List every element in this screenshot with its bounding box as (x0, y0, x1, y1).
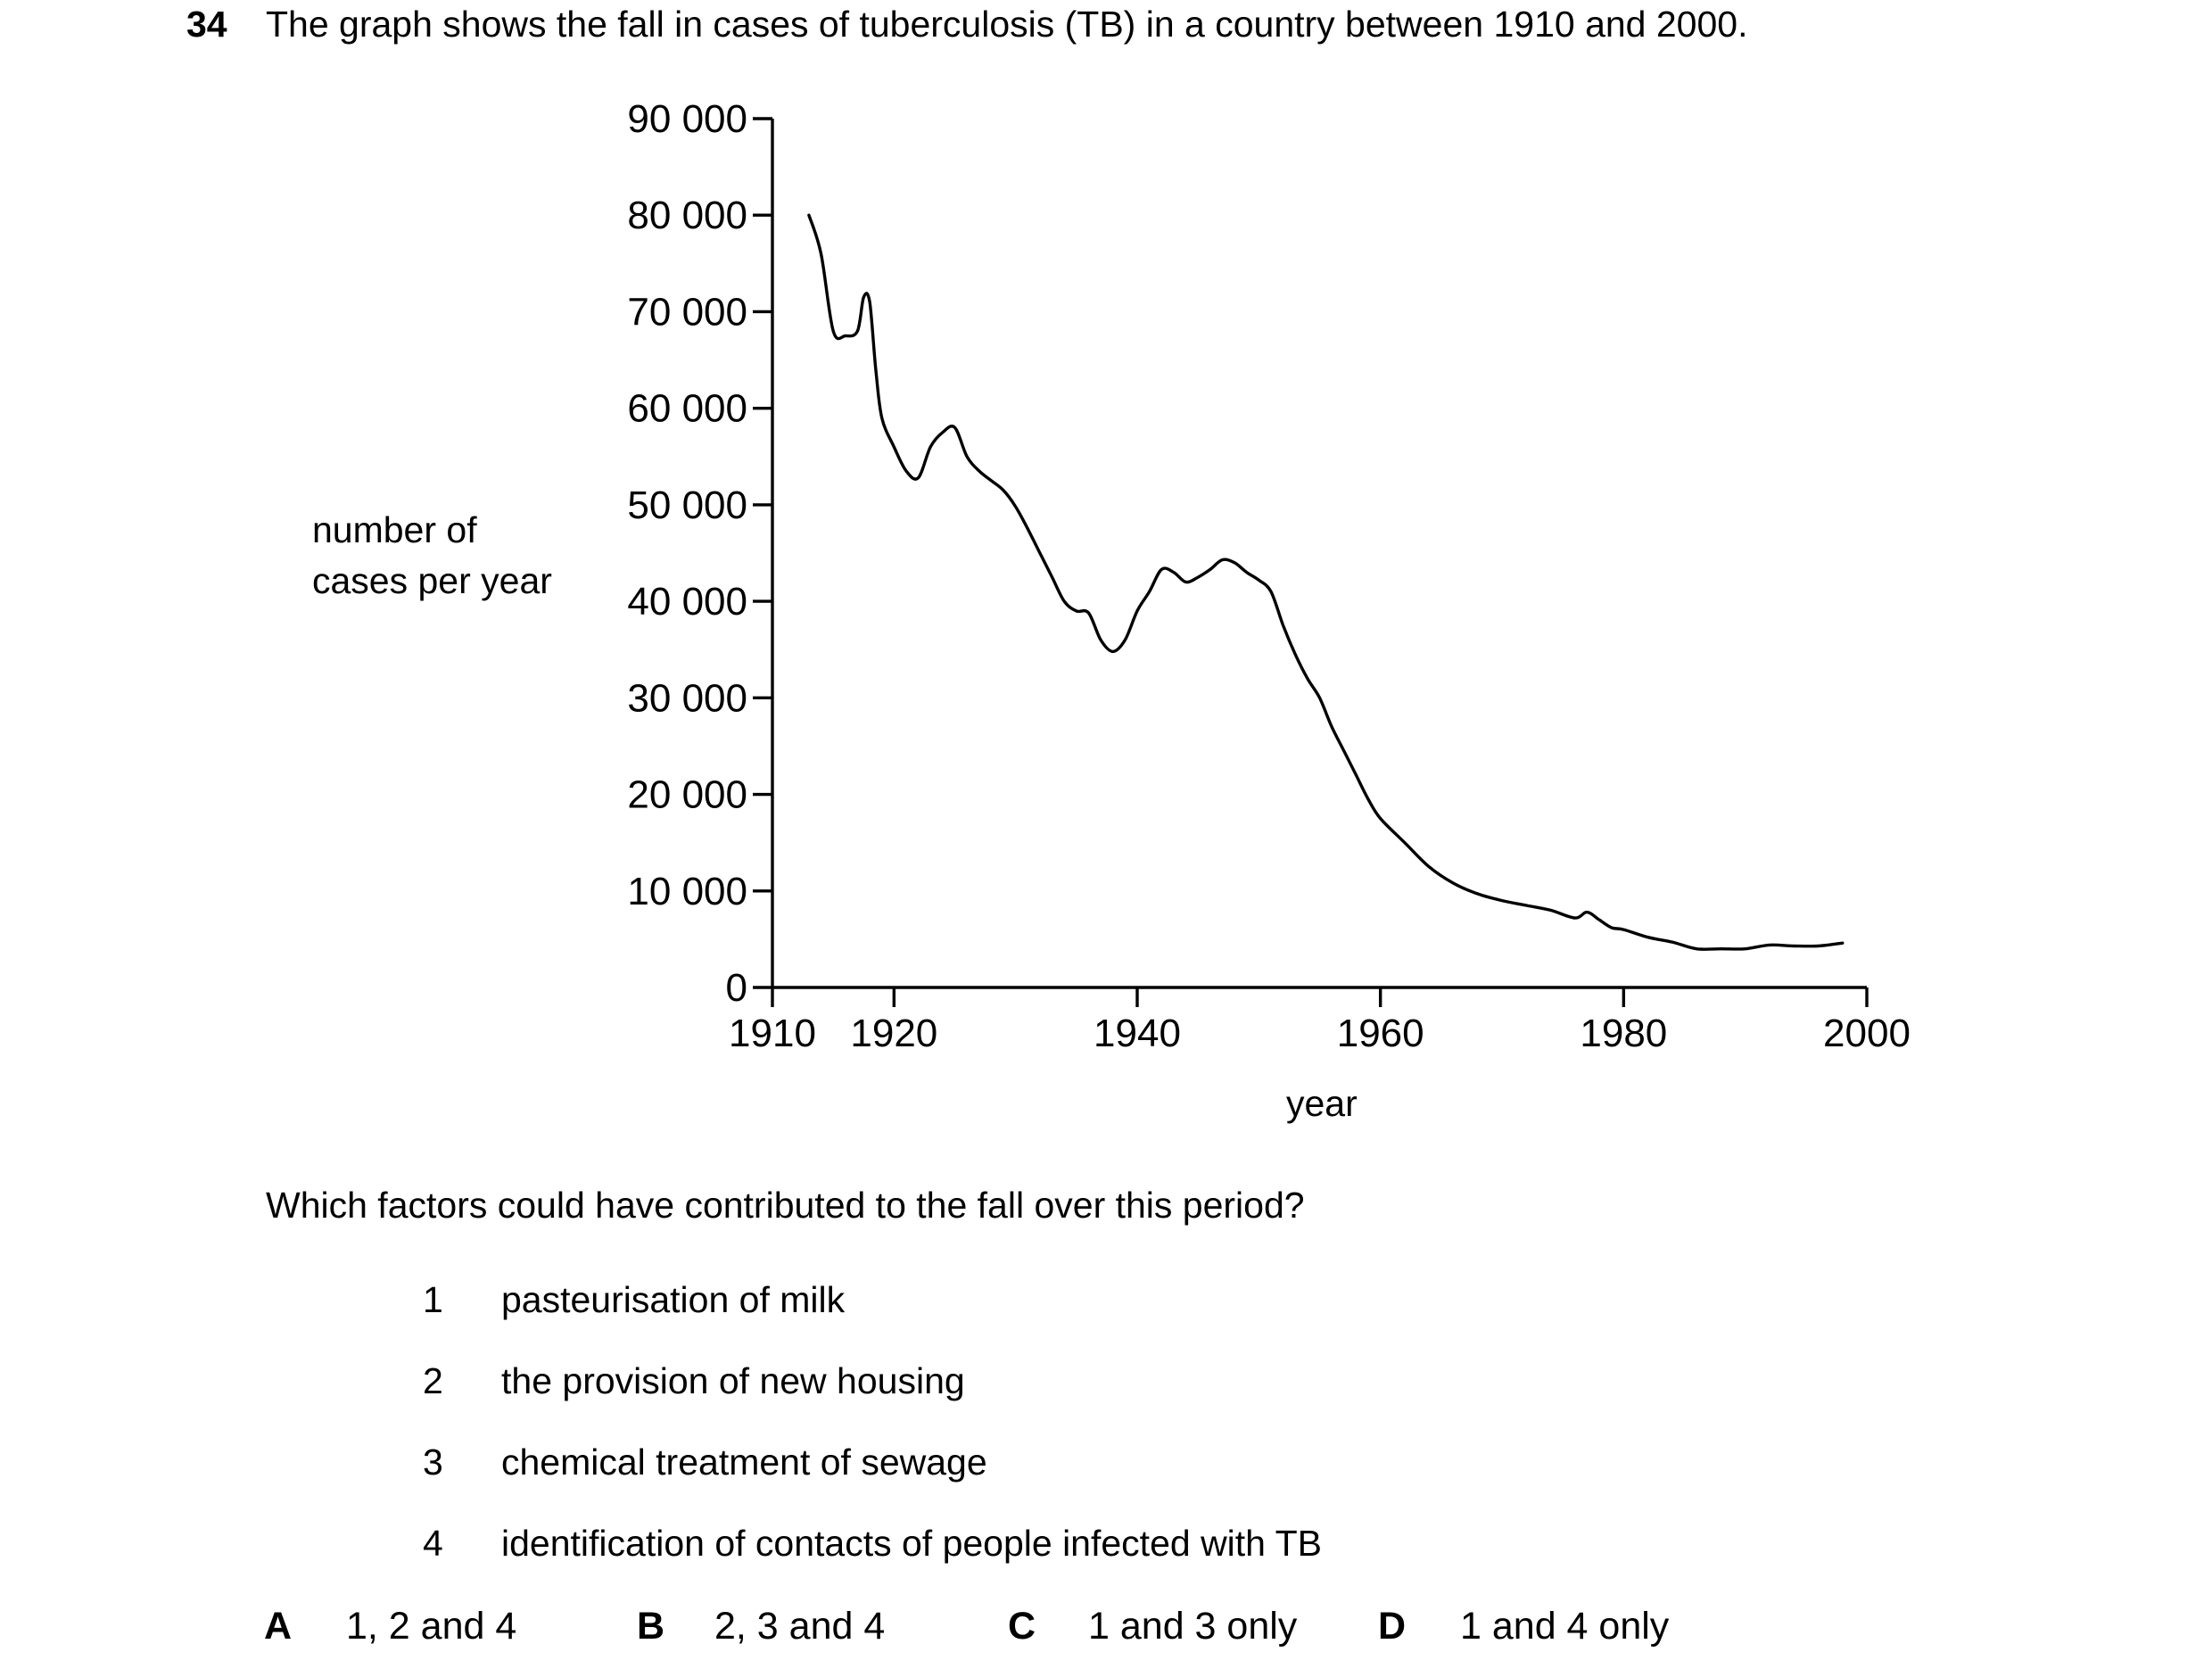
y-tick-label: 80 000 (627, 194, 747, 237)
y-tick-label: 20 000 (627, 773, 747, 817)
y-tick-label: 70 000 (627, 290, 747, 334)
x-tick-label: 1940 (1094, 1012, 1181, 1055)
option-number-4: 4 (423, 1523, 443, 1564)
x-ticks: 1910 1920 1940 1960 1980 2000 (729, 987, 1911, 1055)
y-tick-label: 0 (726, 966, 747, 1010)
chart-axes (771, 119, 1867, 989)
answer-letter-d: D (1378, 1605, 1407, 1648)
tb-cases-chart: 0 10 000 20 000 30 000 40 000 50 000 60 000 70 … (627, 97, 1911, 1055)
y-axis-label: number of cases per year (312, 505, 552, 607)
y-tick-label: 50 000 (627, 483, 747, 527)
question-prompt: Which factors could have contributed to … (266, 1185, 1305, 1226)
series-line-tb-cases (807, 213, 1845, 951)
y-tick-label: 10 000 (627, 870, 747, 913)
y-tick-label: 40 000 (627, 580, 747, 624)
option-text-1: pasteurisation of milk (501, 1279, 846, 1320)
x-axis-label: year (1286, 1083, 1358, 1124)
answer-text-b: 2, 3 and 4 (714, 1605, 886, 1648)
answer-letter-a: A (264, 1605, 293, 1648)
x-tick-label: 1960 (1337, 1012, 1424, 1055)
question-stem: The graph shows the fall in cases of tub… (266, 4, 1748, 45)
option-text-2: the provision of new housing (501, 1360, 965, 1401)
answer-letter-b: B (637, 1605, 665, 1648)
answer-letter-c: C (1008, 1605, 1036, 1648)
question-number: 34 (186, 4, 227, 45)
answer-text-c: 1 and 3 only (1088, 1605, 1298, 1648)
x-tick-label: 1910 (729, 1012, 816, 1055)
y-tick-label: 90 000 (627, 97, 747, 141)
y-axis-label-line-2: cases per year (312, 560, 552, 601)
option-text-4: identification of contacts of people inf… (501, 1523, 1323, 1564)
option-number-1: 1 (423, 1279, 443, 1320)
option-text-3: chemical treatment of sewage (501, 1442, 987, 1483)
option-number-3: 3 (423, 1442, 443, 1483)
x-tick-label: 2000 (1823, 1012, 1911, 1055)
x-tick-label: 1920 (850, 1012, 937, 1055)
y-axis-label-line-1: number of (312, 509, 477, 550)
answer-text-a: 1, 2 and 4 (346, 1605, 517, 1648)
y-tick-label: 60 000 (627, 387, 747, 431)
option-number-2: 2 (423, 1360, 443, 1401)
y-ticks: 0 10 000 20 000 30 000 40 000 50 000 60 000 70 … (627, 97, 772, 1010)
y-tick-label: 30 000 (627, 676, 747, 720)
x-tick-label: 1980 (1580, 1012, 1667, 1055)
answer-text-d: 1 and 4 only (1460, 1605, 1670, 1648)
